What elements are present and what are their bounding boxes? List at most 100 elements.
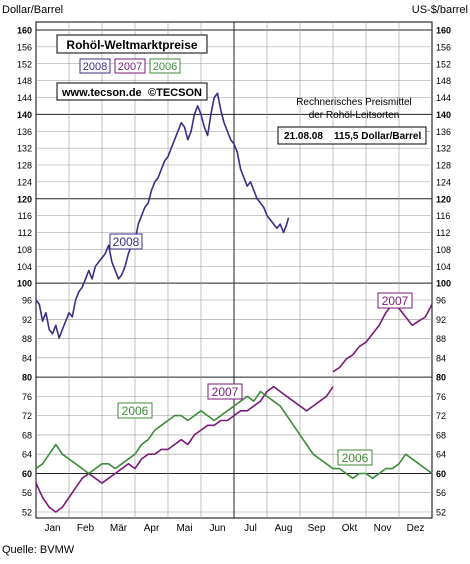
tick-label-left: 100 <box>17 279 32 289</box>
tick-label-left: 88 <box>22 334 32 344</box>
month-label: Jun <box>209 523 225 534</box>
tick-label-left: 160 <box>17 26 32 36</box>
tick-label-left: 104 <box>17 262 32 272</box>
tick-label-right: 152 <box>436 59 451 69</box>
tick-label-left: 132 <box>17 144 32 154</box>
info-box: Rechnerisches Preismittel der Rohöl-Leit… <box>277 97 427 145</box>
month-label: Nov <box>374 523 392 534</box>
tick-label-left: 84 <box>22 353 32 363</box>
series-lines <box>35 92 433 513</box>
tick-label-right: 68 <box>436 430 446 440</box>
tick-label-left: 112 <box>18 228 32 238</box>
tick-label-right: 120 <box>436 194 451 204</box>
right-tick-labels: 160 156 152 148 144 140 136 132 128 124 120 116 112 1… <box>436 26 451 518</box>
tick-label-right: 96 <box>436 296 446 306</box>
source-note: Quelle: BVMW <box>2 544 75 556</box>
tick-label-left: 64 <box>22 450 32 460</box>
callout-2007-lower: 2007 <box>212 385 239 399</box>
tick-label-right: 124 <box>436 177 451 187</box>
tick-label-left: 140 <box>17 110 32 120</box>
tick-label-left: 156 <box>17 42 32 52</box>
legend-2006: 2006 <box>153 61 177 73</box>
tick-label-right: 52 <box>436 508 446 518</box>
tick-label-left: 108 <box>17 245 32 255</box>
left-tick-labels: 160 156 152 148 144 140 136 132 128 124 120 116 112 1… <box>17 26 32 518</box>
tick-label-left: 56 <box>22 488 32 498</box>
month-label: Apr <box>144 523 160 534</box>
website-box: www.tecson.de ©TECSON <box>56 82 208 101</box>
tick-label-right: 108 <box>436 245 451 255</box>
series-line <box>332 303 433 373</box>
tick-label-right: 156 <box>436 42 451 52</box>
chart-title: Rohöl-Weltmarktpreise <box>66 38 197 52</box>
tick-label-right: 140 <box>436 110 451 120</box>
month-label: Mai <box>176 523 192 534</box>
tick-label-right: 116 <box>436 211 450 221</box>
tick-label-right: 88 <box>436 334 446 344</box>
tick-label-left: 124 <box>17 177 32 187</box>
ylabel-left: Dollar/Barrel <box>2 4 63 16</box>
tick-label-left: 116 <box>18 211 32 221</box>
tick-label-right: 104 <box>436 262 451 272</box>
series-line <box>35 92 290 339</box>
copyright-text: ©TECSON <box>148 87 202 99</box>
tick-label-left: 68 <box>22 430 32 440</box>
month-label: Dez <box>407 523 425 534</box>
callout-2007-upper: 2007 <box>382 294 409 308</box>
tick-label-right: 76 <box>436 392 446 402</box>
tick-label-right: 100 <box>436 279 451 289</box>
info-value: 115,5 Dollar/Barrel <box>334 131 421 142</box>
tick-label-left: 76 <box>22 392 32 402</box>
tick-label-left: 136 <box>17 127 32 137</box>
title-box: Rohöl-Weltmarktpreise <box>56 34 208 54</box>
tick-label-right: 136 <box>436 127 451 137</box>
month-labels: Jan Feb Mär Apr Mai Jun Jul Aug Sep Okt Nov Dez <box>44 523 424 534</box>
callout-2006-left: 2006 <box>122 404 149 418</box>
series-line <box>35 385 334 513</box>
info-date: 21.08.08 <box>284 131 323 142</box>
callout-2006-right: 2006 <box>342 451 369 465</box>
tick-label-left: 128 <box>17 161 32 171</box>
tick-label-left: 80 <box>22 373 32 383</box>
month-label: Jan <box>44 523 60 534</box>
legend: 2008 2007 2006 <box>79 58 181 74</box>
tick-label-right: 160 <box>436 26 451 36</box>
tick-label-right: 128 <box>436 161 451 171</box>
tick-label-right: 148 <box>436 76 451 86</box>
tick-label-right: 112 <box>436 228 450 238</box>
info-line1: Rechnerisches Preismittel <box>296 97 412 108</box>
month-label: Mär <box>110 523 128 534</box>
tick-label-left: 144 <box>17 93 32 103</box>
tick-label-right: 80 <box>436 373 446 383</box>
tick-label-left: 52 <box>22 508 32 518</box>
month-label: Okt <box>342 523 358 534</box>
tick-label-right: 60 <box>436 469 446 479</box>
website-text: www.tecson.de <box>61 87 142 99</box>
tick-label-right: 84 <box>436 353 446 363</box>
tick-label-left: 152 <box>17 59 32 69</box>
month-label: Feb <box>77 523 95 534</box>
tick-label-left: 96 <box>22 296 32 306</box>
tick-label-right: 72 <box>436 411 446 421</box>
month-label: Jul <box>244 523 257 534</box>
tick-label-left: 60 <box>22 469 32 479</box>
callouts: 2008 2007 2007 2006 2006 <box>109 233 413 466</box>
tick-label-left: 120 <box>17 194 32 204</box>
tick-label-right: 64 <box>436 450 446 460</box>
info-line2: der Rohöl-Leitsorten <box>309 110 400 121</box>
tick-label-right: 144 <box>436 93 451 103</box>
tick-label-right: 56 <box>436 488 446 498</box>
tick-label-right: 132 <box>436 144 451 154</box>
tick-label-left: 148 <box>17 76 32 86</box>
ylabel-right: US-$/barrel <box>412 4 468 16</box>
tick-label-left: 72 <box>22 411 32 421</box>
callout-2008: 2008 <box>113 235 140 249</box>
tick-label-right: 92 <box>436 315 446 325</box>
month-label: Sep <box>308 523 326 534</box>
legend-2007: 2007 <box>118 61 142 73</box>
legend-2008: 2008 <box>83 61 107 73</box>
tick-label-left: 92 <box>22 315 32 325</box>
series-line <box>35 390 433 480</box>
month-label: Aug <box>275 523 293 534</box>
